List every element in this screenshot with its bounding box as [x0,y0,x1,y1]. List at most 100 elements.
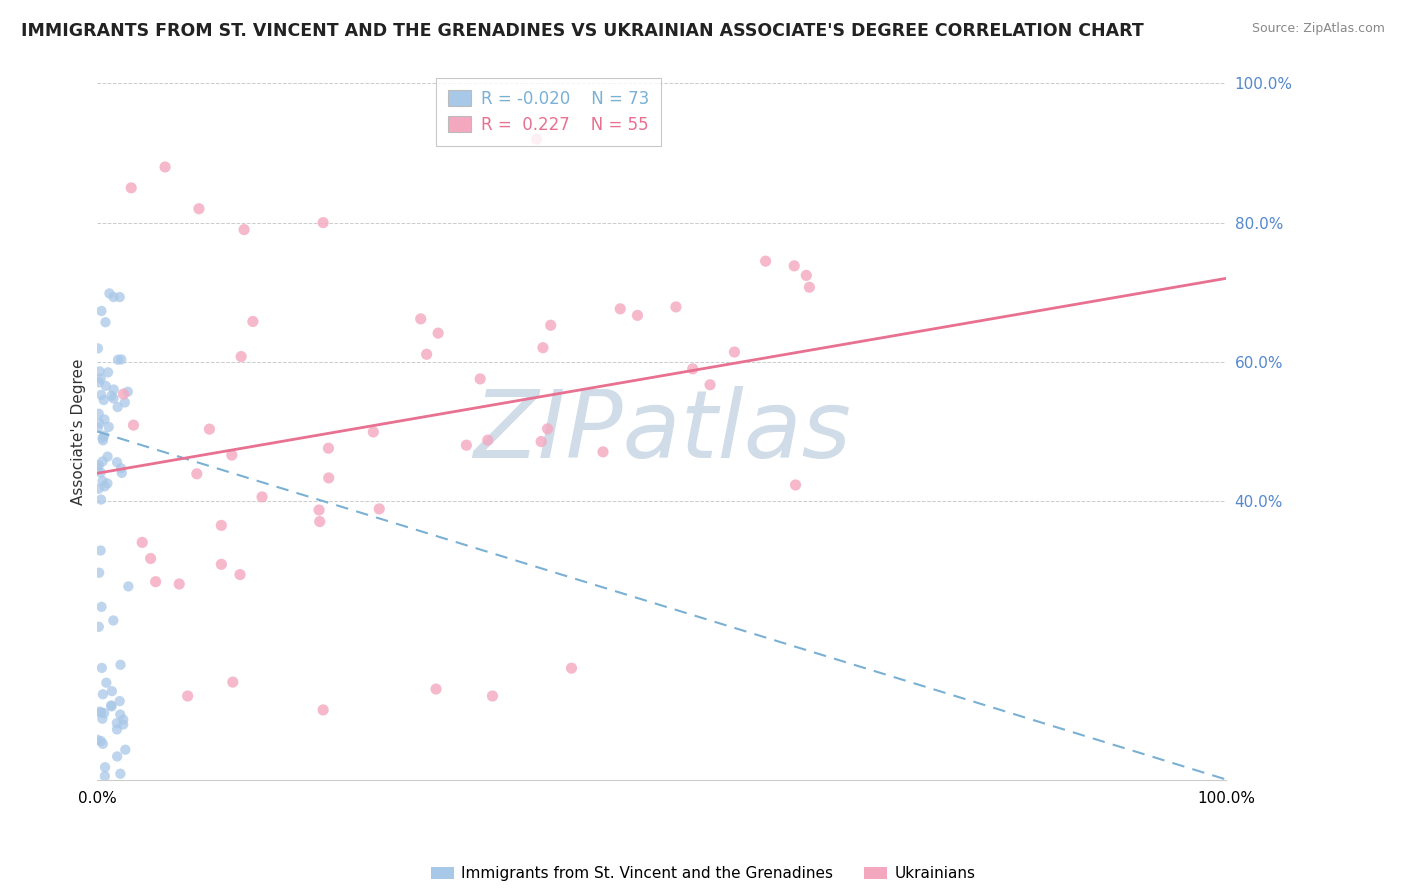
Point [112,713,135,727]
Point [90,466,112,480]
Point [93,428,115,442]
Point [91,434,114,448]
Point [242,314,264,328]
Point [103,614,125,628]
Point [120,181,142,195]
Point [91,454,114,468]
Point [117,384,139,399]
Point [318,471,340,485]
Point [626,309,648,323]
Point [98,286,121,301]
Point [540,318,562,333]
Point [530,434,553,449]
Point [531,341,554,355]
Point [308,503,330,517]
Point [87,342,110,356]
Point [117,579,139,593]
Point [100,389,122,403]
Point [87,421,110,435]
Point [425,681,447,696]
Point [108,694,131,708]
Point [94,769,117,783]
Point [107,352,129,367]
Point [97,365,120,379]
Point [188,202,211,216]
Point [409,311,432,326]
Point [312,703,335,717]
Point [89,364,111,378]
Point [110,766,132,780]
Point [318,441,340,455]
Point [111,466,134,480]
Point [105,749,128,764]
Point [89,416,111,430]
Point [86,732,108,747]
Point [90,492,112,507]
Point [90,706,112,720]
Point [153,160,176,174]
Point [114,395,136,409]
Point [86,461,108,475]
Point [93,392,115,407]
Point [112,717,135,731]
Point [94,315,117,329]
Point [785,478,807,492]
Point [103,383,125,397]
Point [145,574,167,589]
Point [90,304,112,318]
Point [100,698,122,713]
Point [94,379,117,393]
Text: IMMIGRANTS FROM ST. VINCENT AND THE GRENADINES VS UKRAINIAN ASSOCIATE'S DEGREE C: IMMIGRANTS FROM ST. VINCENT AND THE GREN… [21,22,1144,40]
Point [107,400,129,414]
Point [110,461,132,475]
Point [167,577,190,591]
Point [93,412,115,426]
Point [799,280,821,294]
Point [96,476,118,491]
Point [87,482,110,496]
Point [198,422,221,436]
Point [427,326,450,340]
Point [91,737,114,751]
Point [87,458,110,472]
Point [100,699,122,714]
Point [97,420,120,434]
Point [231,350,253,364]
Point [536,422,558,436]
Text: Source: ZipAtlas.com: Source: ZipAtlas.com [1251,22,1385,36]
Point [101,684,124,698]
Point [209,518,232,533]
Point [560,661,582,675]
Point [90,599,112,614]
Point [592,445,614,459]
Point [110,707,132,722]
Point [96,675,118,690]
Legend: R = -0.020    N = 73, R =  0.227    N = 55: R = -0.020 N = 73, R = 0.227 N = 55 [436,78,661,145]
Point [87,407,110,421]
Point [91,431,114,445]
Point [114,742,136,756]
Point [665,300,688,314]
Point [456,438,478,452]
Point [308,515,330,529]
Point [105,723,128,737]
Point [90,734,112,748]
Point [87,376,110,390]
Point [105,455,128,469]
Point [368,501,391,516]
Point [93,706,115,720]
Point [96,450,118,464]
Point [139,551,162,566]
Point [794,268,817,283]
Point [755,254,778,268]
Point [481,689,503,703]
Point [103,290,125,304]
Point [186,467,208,481]
Point [89,566,111,580]
Point [110,352,132,367]
Point [699,377,721,392]
Point [526,132,548,146]
Y-axis label: Associate's Degree: Associate's Degree [72,359,86,505]
Point [176,689,198,703]
Point [783,259,806,273]
